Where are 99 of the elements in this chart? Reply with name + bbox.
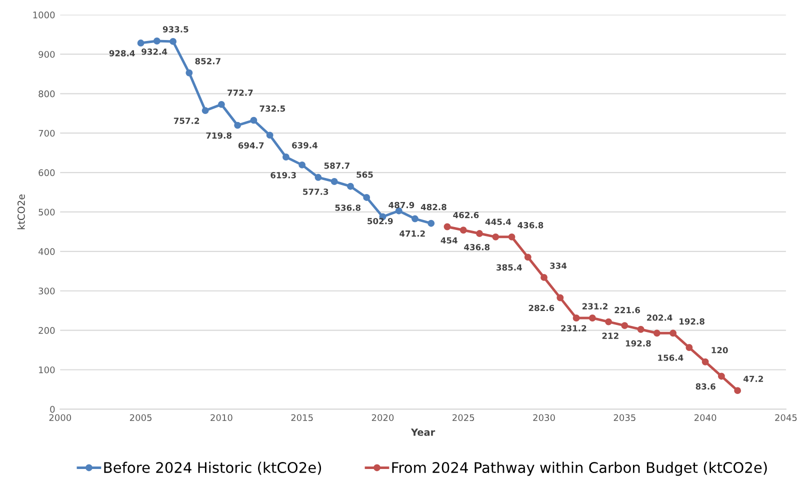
data-label: 445.4 — [485, 218, 512, 225]
point — [218, 100, 225, 108]
data-label: 487.9 — [388, 202, 414, 208]
data-label: 221.6 — [614, 306, 640, 314]
legend-label: Before 2024 Historic (ktCO2e) — [104, 462, 322, 475]
x-tick-label: 2045 — [775, 414, 797, 422]
data-label: 231.2 — [582, 303, 608, 310]
point — [234, 122, 242, 129]
data-label: 471.2 — [400, 230, 425, 237]
point — [250, 116, 258, 124]
point — [637, 326, 644, 333]
data-label: 719.8 — [206, 132, 232, 139]
data-label: 462.6 — [453, 212, 479, 218]
y-tick-label: 200 — [38, 327, 55, 334]
legend-label: From 2024 Pathway within Carbon Budget (ktCO2e) — [392, 462, 767, 476]
point — [330, 178, 338, 185]
point — [347, 182, 354, 190]
x-tick-label: 2025 — [452, 414, 474, 422]
data-label: 587.7 — [324, 162, 350, 169]
data-label: 639.4 — [292, 142, 318, 148]
point — [492, 233, 500, 240]
point — [540, 274, 548, 281]
data-label: 436.8 — [518, 222, 544, 228]
point — [186, 69, 193, 76]
y-tick-label: 400 — [38, 248, 55, 255]
y-tick-label: 800 — [38, 90, 55, 98]
point — [508, 233, 516, 240]
point — [718, 372, 725, 380]
x-tick-label: 2015 — [291, 414, 313, 422]
point — [476, 230, 483, 237]
data-label: 932.4 — [142, 48, 168, 55]
y-axis-title: ktCO2e — [17, 194, 25, 230]
point — [460, 226, 467, 234]
x-axis-title: Year — [410, 428, 436, 436]
point — [588, 314, 596, 322]
data-label: 156.4 — [658, 354, 684, 361]
data-label: 852.7 — [195, 58, 220, 64]
data-label: 231.2 — [561, 325, 586, 332]
data-label: 454 — [440, 237, 458, 244]
data-label: 334 — [550, 262, 567, 269]
data-label: 192.8 — [680, 318, 704, 325]
y-tick-label: 600 — [38, 169, 55, 176]
point — [428, 220, 435, 227]
point — [686, 344, 693, 351]
point — [153, 38, 160, 44]
x-tick-label: 2040 — [694, 414, 716, 422]
y-tick-label: 100 — [39, 366, 55, 374]
data-label: 694.7 — [238, 142, 264, 149]
data-label: 202.4 — [647, 314, 672, 321]
data-label: 83.6 — [696, 383, 716, 390]
point — [702, 358, 709, 366]
y-tick-label: 1000 — [33, 12, 55, 18]
data-label: 192.8 — [626, 340, 651, 347]
data-label: 933.5 — [162, 26, 188, 32]
point — [314, 174, 322, 181]
y-tick-label: 0 — [50, 406, 55, 413]
data-label: 502.9 — [368, 218, 393, 224]
data-label: 436.8 — [464, 244, 490, 250]
x-tick-label: 2000 — [49, 414, 72, 422]
y-tick-label: 300 — [38, 288, 55, 294]
point — [298, 161, 306, 168]
point — [621, 322, 628, 330]
data-label: 619.3 — [270, 172, 296, 178]
point — [556, 294, 564, 302]
data-label: 757.2 — [174, 118, 200, 124]
point — [202, 107, 209, 114]
point — [282, 154, 290, 160]
y-tick-label: 900 — [38, 50, 55, 58]
data-label: 282.6 — [528, 304, 554, 312]
x-tick-label: 2020 — [372, 414, 394, 422]
point — [605, 318, 612, 326]
point — [670, 330, 677, 337]
data-label: 385.4 — [496, 264, 522, 271]
data-label: 120 — [712, 347, 728, 354]
data-label: 772.7 — [228, 90, 253, 96]
y-tick-label: 700 — [38, 130, 55, 137]
data-label: 565 — [356, 172, 373, 178]
x-tick-label: 2010 — [210, 414, 232, 422]
point — [524, 254, 532, 261]
data-label: 212 — [602, 332, 618, 339]
data-label: 732.5 — [260, 105, 286, 112]
point — [363, 194, 370, 201]
data-label: 577.3 — [303, 188, 328, 195]
point — [444, 223, 451, 230]
point — [734, 387, 742, 394]
point — [266, 132, 274, 139]
x-tick-label: 2005 — [130, 414, 152, 422]
data-label: 482.8 — [420, 204, 446, 210]
x-tick-label: 2030 — [533, 414, 555, 422]
point — [572, 314, 580, 322]
data-label: 928.4 — [109, 50, 135, 56]
point — [412, 215, 418, 222]
data-label: 536.8 — [335, 204, 361, 211]
point — [653, 330, 660, 337]
point — [170, 38, 177, 45]
y-tick-label: 500 — [38, 208, 55, 216]
x-tick-label: 2035 — [614, 414, 636, 422]
data-label: 47.2 — [744, 376, 763, 382]
point — [137, 40, 144, 46]
